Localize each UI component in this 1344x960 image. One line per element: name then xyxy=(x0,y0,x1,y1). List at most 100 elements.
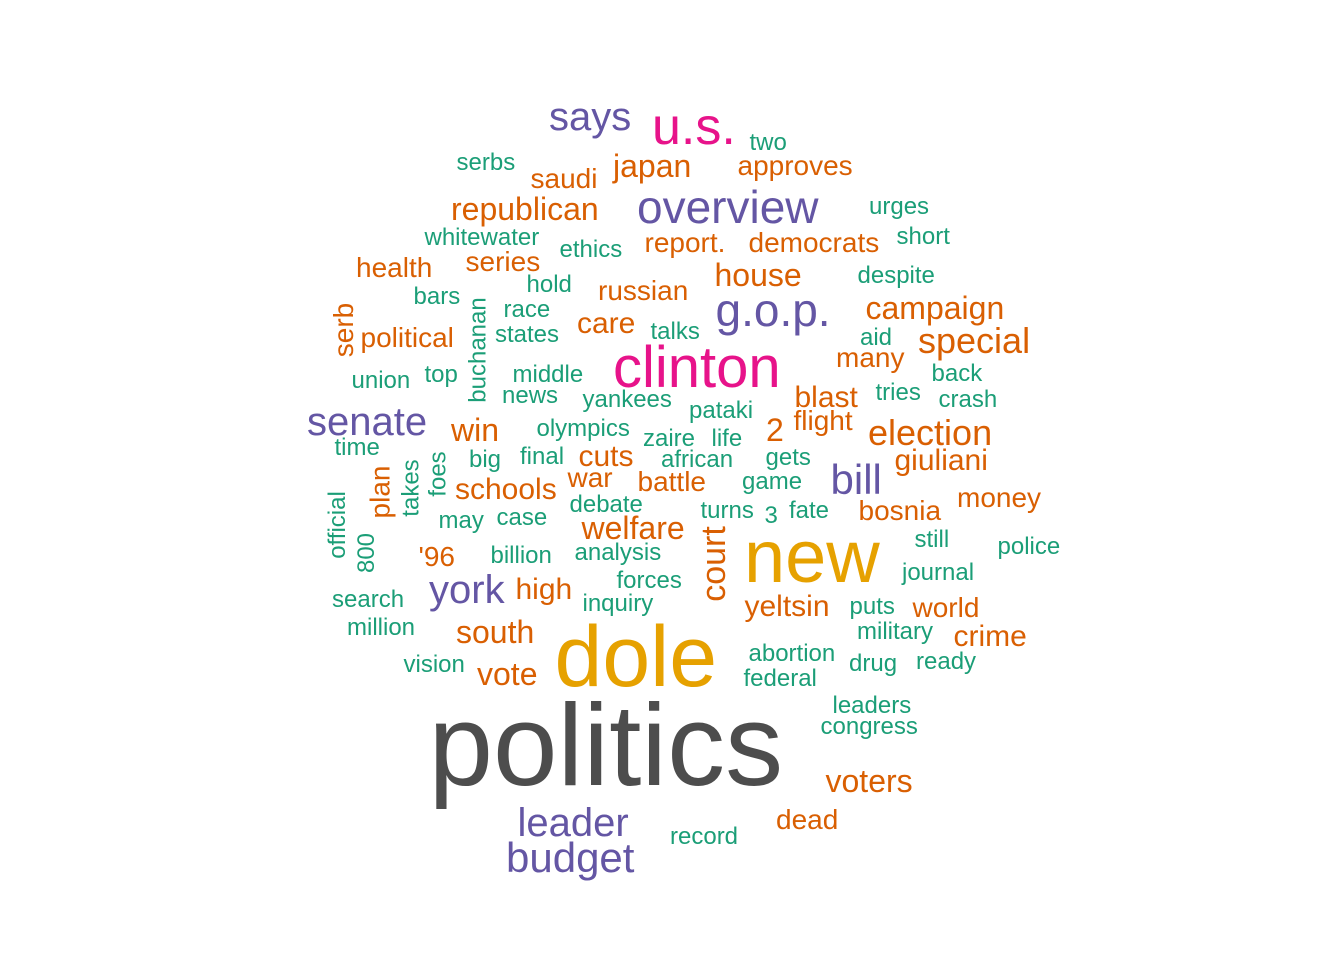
word-schools: schools xyxy=(455,473,557,506)
word-budget: budget xyxy=(506,834,635,881)
word-flight: flight xyxy=(793,405,853,436)
word-journal: journal xyxy=(902,559,975,586)
word-report: report. xyxy=(644,227,726,258)
word-crash: crash xyxy=(938,386,998,413)
word-win: win xyxy=(451,412,500,448)
word-welfare: welfare xyxy=(581,510,685,546)
word-states: states xyxy=(495,321,560,348)
word-african: african xyxy=(661,446,734,473)
word-south: south xyxy=(456,614,535,650)
word-billion: billion xyxy=(490,542,552,569)
word-military: military xyxy=(857,618,933,645)
word-plan: plan xyxy=(363,465,395,519)
word-saudi: saudi xyxy=(530,163,598,194)
word-still: still xyxy=(914,526,950,553)
word-money: money xyxy=(957,482,1042,513)
word-bars: bars xyxy=(413,283,461,310)
word-yankees: yankees xyxy=(582,386,672,413)
word-court: court xyxy=(694,526,733,602)
word-us: u.s. xyxy=(652,98,736,156)
word-democrats: democrats xyxy=(748,227,880,258)
word-short: short xyxy=(896,223,950,250)
word-vote: vote xyxy=(477,656,538,692)
word-dead: dead xyxy=(776,804,839,835)
word-olympics: olympics xyxy=(536,415,630,442)
word-top: top xyxy=(424,361,458,388)
word-politics: politics xyxy=(428,680,784,810)
word-search: search xyxy=(332,586,405,613)
word-foes: foes xyxy=(424,451,452,497)
word-despite: despite xyxy=(857,262,935,289)
word-cuts: cuts xyxy=(578,440,634,473)
word-police: police xyxy=(997,533,1061,560)
word-campaign: campaign xyxy=(865,290,1005,326)
word-republican: republican xyxy=(451,191,599,227)
word-may: may xyxy=(438,507,484,534)
word-buchanan: buchanan xyxy=(464,297,492,403)
word-election: election xyxy=(868,412,993,453)
word-overview: overview xyxy=(637,181,819,233)
word-world: world xyxy=(912,592,980,623)
word-news: news xyxy=(502,382,559,409)
word-urges: urges xyxy=(869,193,930,220)
word-high: high xyxy=(515,573,573,606)
word-voters: voters xyxy=(825,763,913,799)
word-special: special xyxy=(918,320,1031,361)
word-fate: fate xyxy=(789,497,830,524)
word-pataki: pataki xyxy=(689,397,754,424)
word-care: care xyxy=(577,307,636,340)
word-turns: turns xyxy=(700,497,754,524)
word-official: official xyxy=(323,491,351,559)
word-senate: senate xyxy=(307,400,428,444)
word-congress: congress xyxy=(820,713,918,740)
word-puts: puts xyxy=(849,593,895,620)
word-clinton: clinton xyxy=(613,335,781,400)
word-war: war xyxy=(567,462,613,493)
word-record: record xyxy=(670,823,739,850)
word-ready: ready xyxy=(916,648,977,675)
word-york: york xyxy=(429,568,505,612)
word-new: new xyxy=(744,515,880,598)
word-2: 2 xyxy=(766,412,784,448)
word-final: final xyxy=(520,443,565,470)
word-inquiry: inquiry xyxy=(582,590,654,617)
word-life: life xyxy=(711,425,743,452)
word-blast: blast xyxy=(794,381,858,414)
word-debate: debate xyxy=(569,491,643,518)
word-million: million xyxy=(347,614,416,641)
word-federal: federal xyxy=(743,665,817,692)
word-race: race xyxy=(503,296,551,323)
word-japan: japan xyxy=(613,148,692,184)
word-approves: approves xyxy=(737,150,853,181)
word-96: '96 xyxy=(418,541,456,572)
word-middle: middle xyxy=(512,361,584,388)
word-serb: serb xyxy=(328,302,360,358)
word-bill: bill xyxy=(830,456,882,503)
word-many: many xyxy=(836,342,905,373)
word-case: case xyxy=(496,504,548,531)
word-zaire: zaire xyxy=(643,425,696,452)
word-back: back xyxy=(931,360,983,387)
word-serbs: serbs xyxy=(456,149,516,176)
word-big: big xyxy=(469,446,502,473)
word-crime: crime xyxy=(953,620,1027,653)
word-house: house xyxy=(714,257,802,293)
word-gets: gets xyxy=(765,444,811,471)
word-ethics: ethics xyxy=(559,236,623,263)
word-political: political xyxy=(360,322,454,353)
word-abortion: abortion xyxy=(748,640,836,667)
word-tries: tries xyxy=(875,379,921,406)
word-game: game xyxy=(742,468,803,495)
word-union: union xyxy=(351,367,411,394)
word-whitewater: whitewater xyxy=(424,224,540,251)
word-series: series xyxy=(465,246,541,277)
word-health: health xyxy=(356,252,433,283)
word-vision: vision xyxy=(403,651,465,678)
word-3: 3 xyxy=(764,502,778,529)
word-battle: battle xyxy=(637,466,707,497)
word-talks: talks xyxy=(650,318,700,345)
word-bosnia: bosnia xyxy=(858,495,942,526)
word-takes: takes xyxy=(397,459,425,517)
word-forces: forces xyxy=(616,567,682,594)
